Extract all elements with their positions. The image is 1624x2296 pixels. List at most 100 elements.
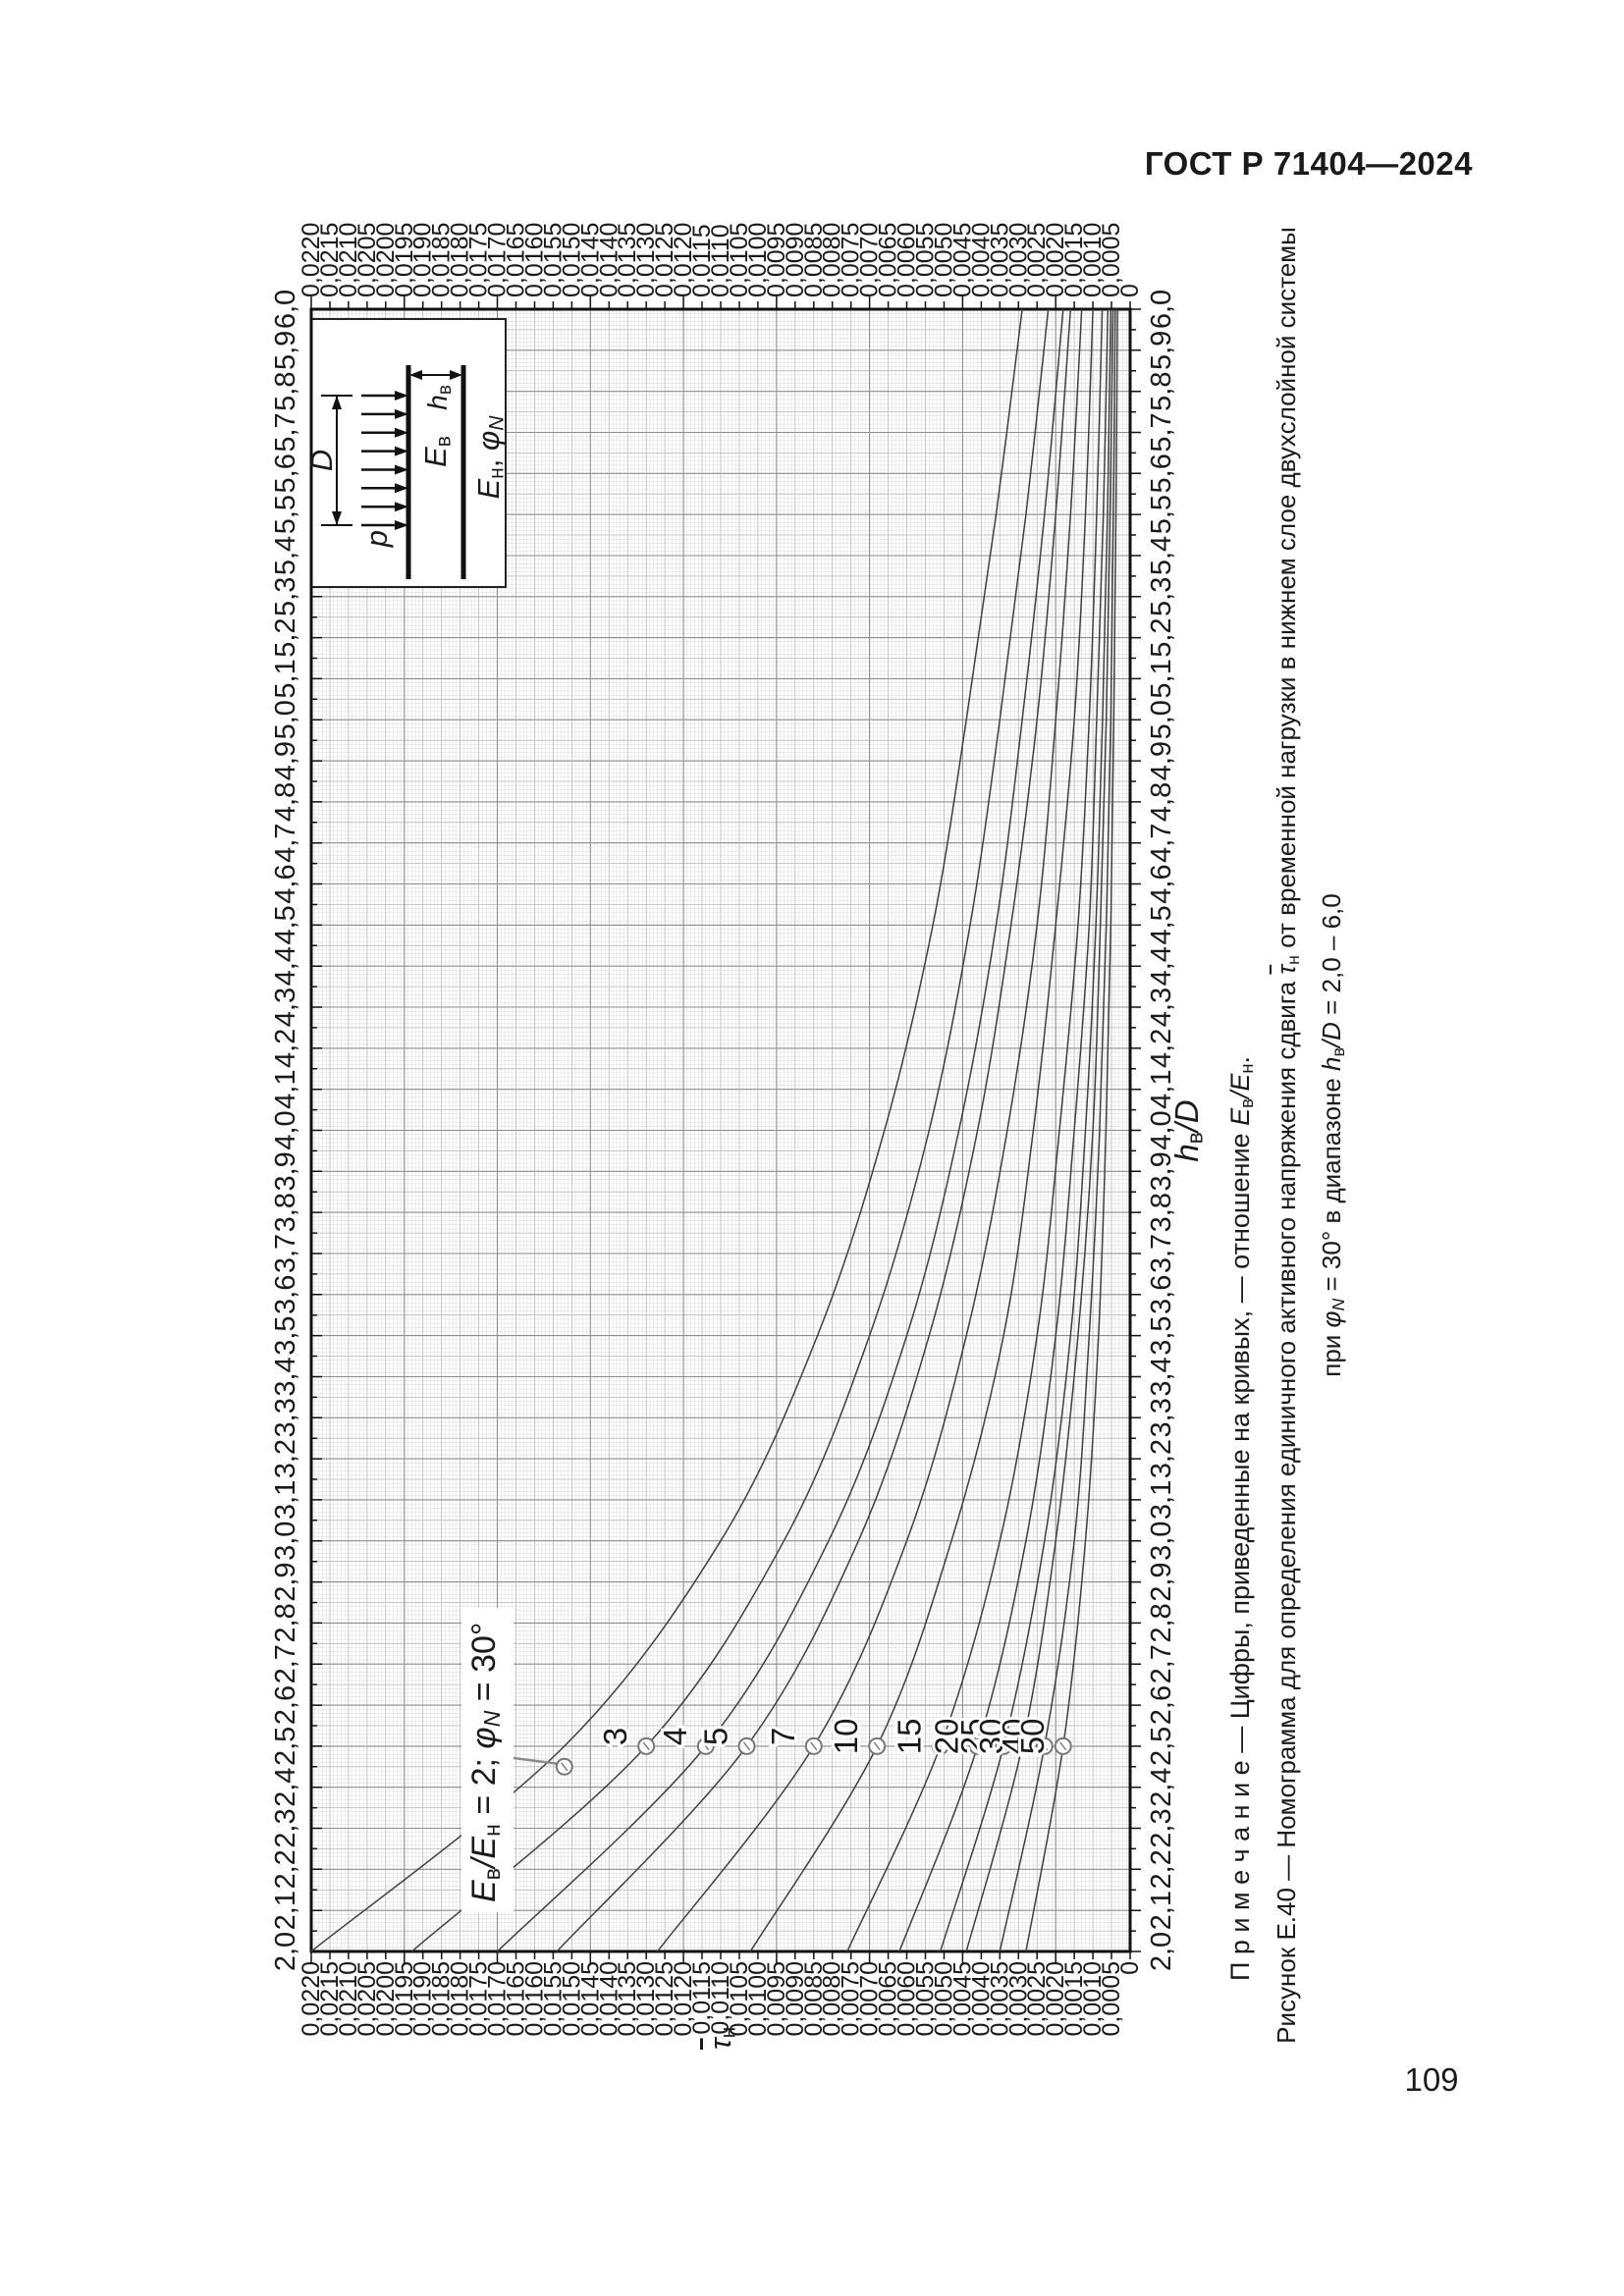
callout-phi: φ [465,1727,503,1749]
inset-lower-layer-label: Eн, φN [471,355,509,560]
y-tick-label-right: 0,0135 [614,223,641,297]
y-tick-label-right: 0,0030 [1004,223,1032,297]
x-tick-label-bottom: 4,4 [1146,946,1177,986]
y-tick-label-right: 0,0170 [484,223,512,297]
y-tick-label-right: 0,0015 [1060,223,1088,297]
y-tick-label-left: 0,0200 [372,1961,400,2036]
x-tick-label-top: 5,5 [270,495,301,534]
curve-marker-slash-25 [1000,1741,1007,1751]
inset-p-label: p [359,530,394,548]
x-tick-label-top: 3,9 [270,1151,301,1191]
x-tick-label-bottom: 5,3 [1146,577,1177,616]
y-tick-label-right: 0,0040 [967,223,995,297]
x-tick-label-top: 5,6 [270,454,301,493]
x-tick-label-top: 4,6 [270,864,301,903]
curve-25 [939,308,1112,1952]
y-tick-label-left: 0,0120 [670,1961,697,2036]
y-tick-label-left: 0,0220 [298,1961,325,2036]
y-tick-label-right: 0,0165 [503,223,530,297]
curve-4 [496,308,1064,1952]
y-tick-label-right: 0,0110 [707,224,734,297]
nomogram-chart: 0,02200,02200,02150,02150,02100,02100,02… [270,223,1177,2037]
curve-number-label-15: 15 [892,1719,928,1755]
x-tick-label-bottom: 3,5 [1146,1315,1177,1355]
x-tick-label-top: 4,0 [270,1110,301,1149]
y-tick-label-left: 0,0130 [632,1961,660,2036]
curve-7 [657,308,1083,1952]
y-tick-label-right: 0,0155 [539,223,567,297]
curve-marker-slash-3 [642,1741,650,1751]
curve-40 [999,308,1116,1952]
y-tick-label-left: 0,0030 [1004,1961,1032,2036]
y-tick-label-left: 0,0070 [856,1961,884,2036]
curve-marker-slash-10 [873,1741,881,1751]
curve-marker-slash-50 [1059,1741,1067,1751]
y-tick-label-left: 0,0150 [558,1961,585,2036]
curve-number-label-5: 5 [698,1728,734,1745]
x-tick-label-bottom: 2,4 [1146,1768,1177,1807]
y-tick-label-left: 0,0110 [707,1961,734,2035]
y-tick-label-right: 0,0035 [986,223,1013,297]
caption2-D: D [1317,1022,1346,1041]
y-tick-label-left: 0,0170 [484,1961,512,2036]
x-tick-label-top: 2,9 [270,1562,301,1601]
x-tick-label-bottom: 3,2 [1146,1439,1177,1478]
x-tick-label-bottom: 2,8 [1146,1603,1177,1642]
y-tick-label-left: 0,0050 [930,1961,957,2036]
y-tick-label-right: 0,0150 [558,223,585,297]
curve-30 [965,308,1114,1952]
x-tick-label-bottom: 4,8 [1146,782,1177,822]
inset-D-label: D [304,449,339,472]
y-tick-label-left: 0,0065 [875,1961,902,2036]
y-tick-label-left: 0,0125 [651,1961,678,2036]
y-tick-label-left: 0,0020 [1042,1961,1069,2036]
inset-h-sub: в [434,385,456,396]
x-tick-label-bottom: 4,1 [1146,1070,1177,1109]
caption2-phi-sub: N [1327,1298,1348,1311]
y-tick-label-left: 0,0005 [1098,1961,1125,2036]
y-tick-label-left: 0,0035 [986,1961,1013,2036]
x-tick-label-bottom: 2,6 [1146,1685,1177,1725]
x-tick-label-bottom: 4,5 [1146,905,1177,944]
x-tick-label-bottom: 5,7 [1146,412,1177,452]
load-arrows [361,394,397,527]
curve-15 [846,308,1104,1952]
x-tick-labels: 2,0 2,02,1 2,12,2 2,22,3 2,32,4 2,42,5 2,52,6 2… [270,290,1177,1971]
x-tick-label-bottom: 2,9 [1146,1562,1177,1601]
x-tick-label-top: 5,2 [270,617,301,657]
x-tick-label-top: 3,5 [270,1315,301,1355]
note-text: П р и м е ч а н и е — Цифры, приведенные… [1225,1125,1255,1981]
y-tick-label-right: 0,0065 [875,223,902,297]
x-tick-label-bottom: 2,3 [1146,1808,1177,1847]
x-tick-label-top: 5,4 [270,536,301,575]
y-tick-label-left: 0,0115 [688,1961,716,2035]
y-tick-label-right: 0,0105 [726,223,753,297]
figure-note: П р и м е ч а н и е — Цифры, приведенные… [1225,253,1258,1981]
curve-marker-slash-5 [742,1741,751,1751]
x-tick-label-bottom: 3,3 [1146,1398,1177,1437]
curve-marker-slash-15 [937,1741,945,1751]
x-tick-label-top: 3,0 [270,1522,301,1561]
y-tick-label-left: 0,0040 [967,1961,995,2036]
inset-comma: , [471,450,506,468]
y-tick-label-right: 0,0130 [632,223,660,297]
y-tick-label-left: 0,0045 [948,1961,976,2036]
y-tick-label-left: 0,0190 [409,1961,437,2036]
y-tick-label-right: 0 [1116,284,1144,297]
callout-sub-v: в [478,1868,505,1881]
x-tick-label-bottom: 4,7 [1146,824,1177,863]
y-tick-label-right: 0,0090 [782,223,809,297]
axis-y-tau: τ [703,2038,737,2050]
x-tick-label-bottom: 5,2 [1146,617,1177,657]
x-tick-label-bottom: 2,5 [1146,1727,1177,1766]
x-tick-label-top: 2,5 [270,1727,301,1766]
x-tick-label-bottom: 3,8 [1146,1193,1177,1232]
note-E-lower: E [1225,1073,1255,1092]
note-E-upper: E [1225,1107,1255,1126]
x-tick-label-top: 2,8 [270,1603,301,1642]
curve-number-label-30: 30 [973,1719,1009,1755]
x-tick-label-bottom: 2,1 [1146,1891,1177,1930]
curve-number-label-25: 25 [954,1719,991,1755]
y-tick-label-right: 0,0190 [409,223,437,297]
x-tick-label-top: 3,2 [270,1439,301,1478]
